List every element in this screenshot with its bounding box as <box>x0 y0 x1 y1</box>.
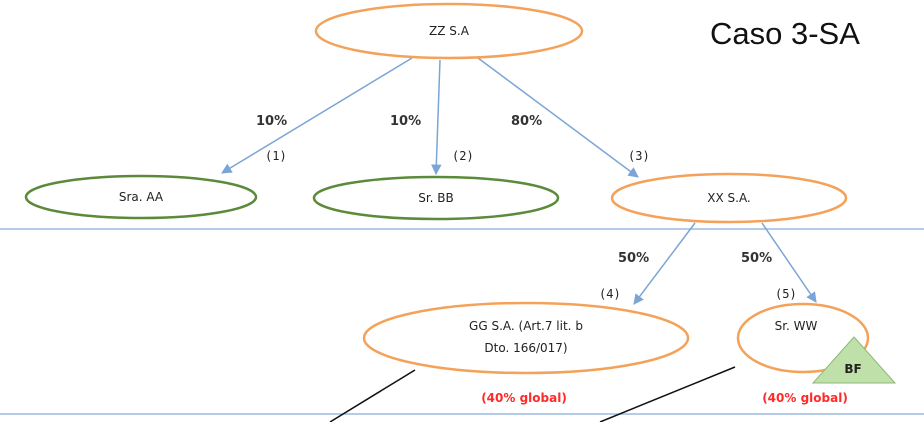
edge-4-number: (4) <box>599 287 621 301</box>
node-aa-label: Sra. AA <box>119 190 164 204</box>
gg-global-note: (40% global) <box>481 391 567 405</box>
node-ww-label: Sr. WW <box>775 319 818 333</box>
bf-badge: BF <box>811 336 897 384</box>
node-xx-label: XX S.A. <box>707 191 751 205</box>
node-gg: GG S.A. (Art.7 lit. b Dto. 166/017) <box>362 301 690 375</box>
edge-5-percent: 50% <box>741 251 772 266</box>
connector-line-gg <box>329 369 416 422</box>
edge-xx-gg <box>633 222 696 305</box>
diagram-title: Caso 3-SA <box>710 16 860 51</box>
node-zz-label: ZZ S.A <box>429 24 470 38</box>
connector-line-ww <box>599 366 736 422</box>
edge-zz-bb <box>431 59 442 176</box>
edge-1-percent: 10% <box>256 114 287 129</box>
edge-5-number: (5) <box>775 287 797 301</box>
ww-global-note: (40% global) <box>762 391 848 405</box>
edge-3-number: (3) <box>628 149 650 163</box>
bf-badge-label: BF <box>844 362 861 376</box>
bf-triangle-icon <box>811 336 897 384</box>
edge-2-percent: 10% <box>390 114 421 129</box>
node-bb-label: Sr. BB <box>418 191 454 205</box>
node-aa: Sra. AA <box>24 174 258 220</box>
node-ww: Sr. WW <box>736 302 870 374</box>
edge-xx-ww <box>761 222 817 303</box>
node-zz: ZZ S.A <box>314 2 584 60</box>
edge-1-number: (1) <box>265 149 287 163</box>
edge-zz-aa <box>221 57 413 174</box>
edge-3-percent: 80% <box>511 114 542 129</box>
edge-2-number: (2) <box>452 149 474 163</box>
node-gg-label-line2: Dto. 166/017) <box>484 341 567 355</box>
edge-4-percent: 50% <box>618 251 649 266</box>
node-gg-label-line1: GG S.A. (Art.7 lit. b <box>469 319 583 333</box>
node-xx: XX S.A. <box>610 172 848 224</box>
edge-zz-xx <box>477 57 639 178</box>
node-bb: Sr. BB <box>312 175 560 221</box>
